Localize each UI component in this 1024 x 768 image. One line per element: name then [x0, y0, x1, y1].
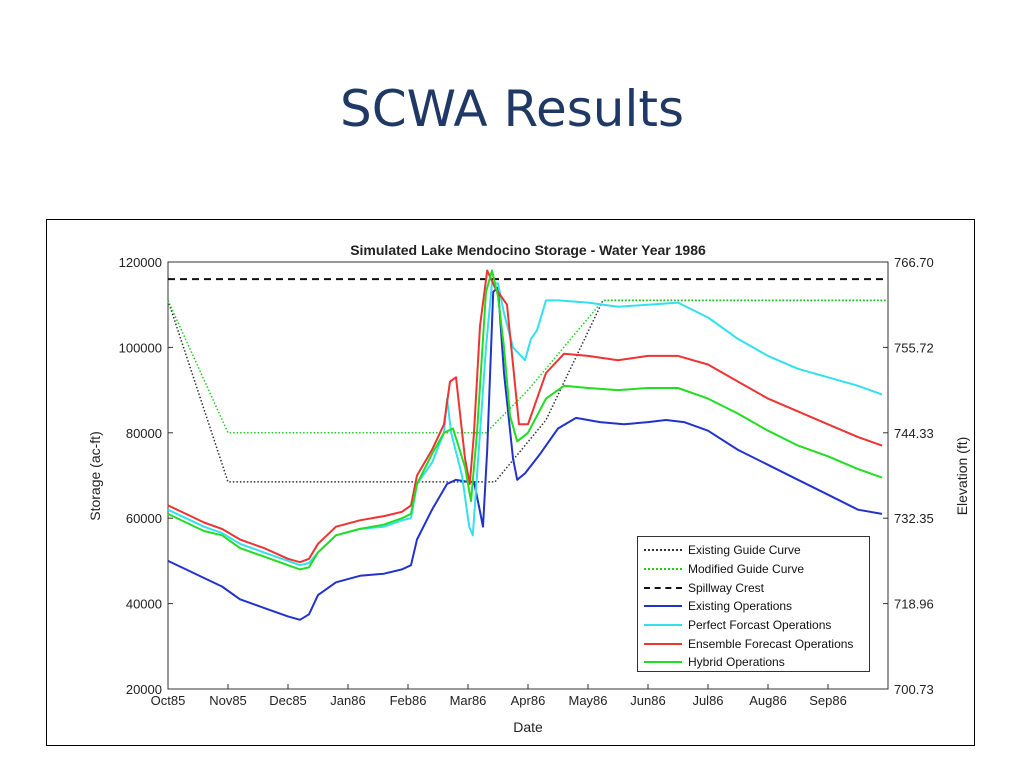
legend-swatch: [644, 568, 682, 571]
legend-label: Perfect Forcast Operations: [688, 618, 832, 633]
legend-label: Modified Guide Curve: [688, 562, 805, 577]
legend-item: Hybrid Operations: [644, 653, 869, 672]
x-tick-label: Jun86: [630, 693, 665, 708]
x-tick-label: Oct85: [151, 693, 186, 708]
series-line: [167, 269, 883, 571]
x-tick-label: Mar86: [450, 693, 487, 708]
legend-swatch: [644, 624, 682, 627]
x-tick-label: Aug86: [749, 693, 787, 708]
legend-label: Hybrid Operations: [688, 655, 785, 670]
y-tick-label-right: 755.72: [894, 340, 934, 355]
series-line: [167, 282, 883, 567]
legend-item: Spillway Crest: [644, 578, 869, 597]
legend-item: Modified Guide Curve: [644, 560, 869, 579]
legend-label: Ensemble Forecast Operations: [688, 636, 854, 651]
y-tick-label-right: 766.70: [894, 255, 934, 270]
legend-item: Existing Operations: [644, 597, 869, 616]
y-tick-label-right: 700.73: [894, 682, 934, 697]
y-tick-label: 80000: [126, 426, 162, 441]
x-tick-label: Feb86: [390, 693, 427, 708]
y-tick-label-right: 744.33: [894, 426, 934, 441]
x-tick-label: May86: [568, 693, 607, 708]
x-tick-label: Jul86: [692, 693, 723, 708]
legend-swatch: [644, 549, 682, 552]
x-axis-title: Date: [513, 719, 543, 735]
legend-item: Ensemble Forecast Operations: [644, 634, 869, 653]
y-axis-title: Storage (ac-ft): [87, 431, 103, 521]
y-tick-label-right: 732.35: [894, 511, 934, 526]
y-tick-label: 60000: [126, 511, 162, 526]
legend-item: Perfect Forcast Operations: [644, 616, 869, 635]
legend-item: Existing Guide Curve: [644, 541, 869, 560]
series-line: [167, 269, 883, 564]
x-tick-label: Jan86: [330, 693, 365, 708]
y-axis-right-title: Elevation (ft): [954, 436, 970, 516]
x-tick-label: Nov85: [209, 693, 247, 708]
y-tick-label: 100000: [119, 340, 162, 355]
x-tick-label: Dec85: [269, 693, 307, 708]
series-line: [167, 286, 883, 621]
y-tick-label: 120000: [119, 255, 162, 270]
y-tick-label-right: 718.96: [894, 597, 934, 612]
y-tick-label: 40000: [126, 597, 162, 612]
legend-swatch: [644, 605, 682, 608]
series-line: [167, 299, 888, 434]
legend-label: Existing Guide Curve: [688, 543, 801, 558]
chart-legend: Existing Guide Curve Modified Guide Curv…: [637, 536, 870, 672]
legend-swatch: [644, 642, 682, 645]
x-tick-label: Sep86: [809, 693, 847, 708]
slide-title: SCWA Results: [340, 80, 684, 138]
x-tick-label: Apr86: [511, 693, 546, 708]
legend-swatch: [644, 586, 682, 589]
legend-label: Existing Operations: [688, 599, 793, 614]
chart-title: Simulated Lake Mendocino Storage - Water…: [350, 242, 706, 258]
y-tick-label: 20000: [126, 682, 162, 697]
legend-swatch: [644, 661, 682, 664]
legend-label: Spillway Crest: [688, 580, 765, 595]
